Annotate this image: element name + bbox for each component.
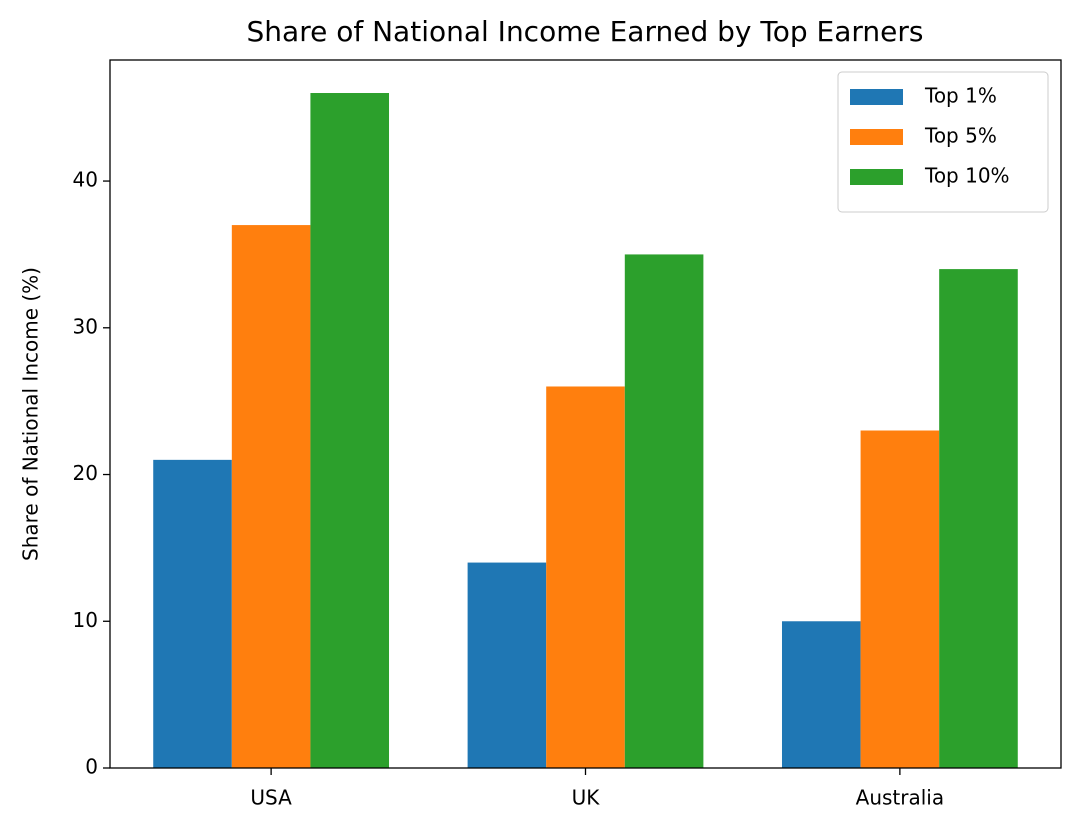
y-tick-label: 40 [73,168,98,192]
chart-title: Share of National Income Earned by Top E… [247,15,924,48]
legend-swatch [850,129,903,145]
x-tick-label: Australia [856,786,944,810]
y-tick-label: 10 [73,608,98,632]
plot-frame [109,59,1062,769]
bar [546,386,625,768]
bar [781,621,861,768]
bar [153,459,232,768]
x-tick-label: USA [250,786,292,810]
legend-label: Top 10% [924,164,1010,188]
y-axis-label: Share of National Income (%) [19,267,43,561]
y-tick-label: 20 [73,461,98,485]
legend-swatch [850,89,903,105]
bar [939,269,1018,768]
legend-label: Top 5% [924,124,997,148]
legend-swatch [850,169,903,185]
bar [231,225,311,769]
y-tick-label: 30 [73,314,98,338]
y-tick-label: 0 [85,755,98,779]
bar [467,562,547,768]
bar [310,93,390,768]
bar [624,254,704,768]
x-tick-label: UK [572,786,601,810]
bar [860,430,940,768]
legend-label: Top 1% [924,84,997,108]
